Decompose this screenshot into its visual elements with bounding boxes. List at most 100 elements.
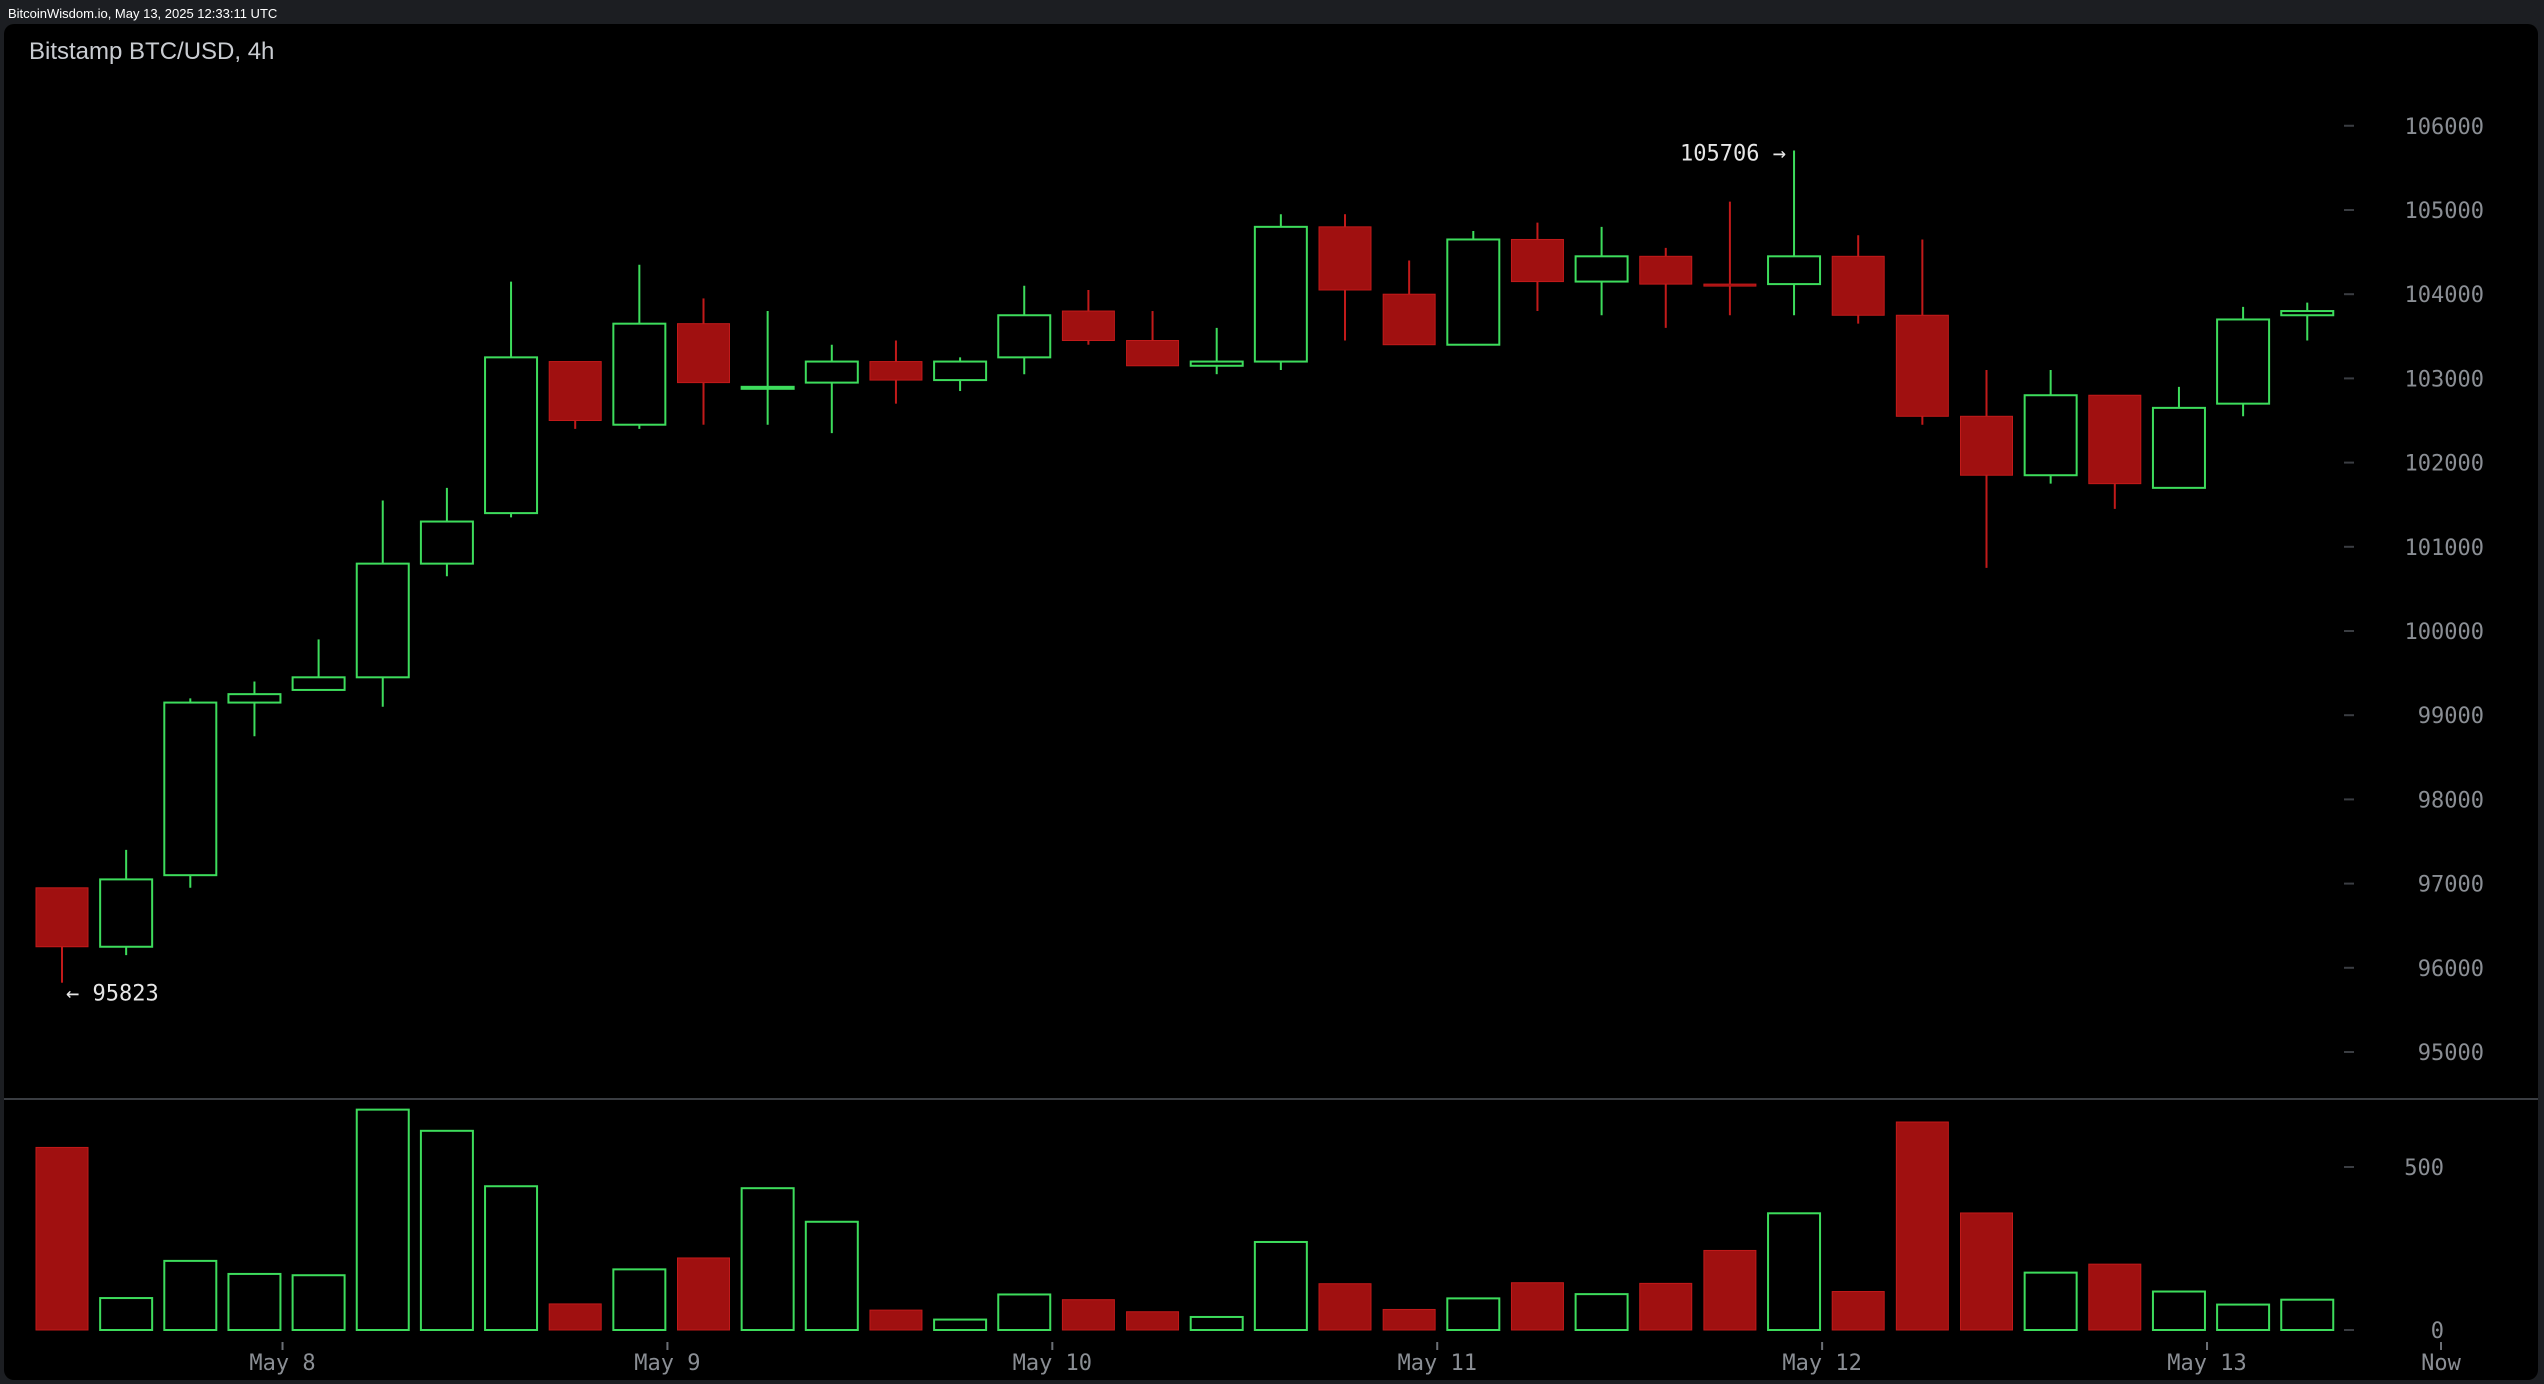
candle-body-down: [548, 361, 602, 421]
volume-bar-down: [1126, 1311, 1180, 1331]
screenshot-header: BitcoinWisdom.io, May 13, 2025 12:33:11 …: [0, 0, 2544, 24]
volume-bar-up: [163, 1259, 218, 1331]
candle-body-up: [1189, 360, 1244, 367]
volume-bar-up: [1189, 1315, 1244, 1331]
price-tick-label: 95000: [2418, 1041, 2484, 1066]
chart-title: Bitstamp BTC/USD, 4h: [29, 38, 275, 65]
price-tick-label: 102000: [2405, 452, 2484, 477]
candle-body-down: [1061, 310, 1115, 342]
price-tick-label: 97000: [2418, 873, 2484, 898]
candle-body-down: [1510, 238, 1564, 283]
time-tick-label: May 11: [1397, 1351, 1476, 1376]
candlestick-chart: 95000 96000 97000 98000 99000 100000 101000 102…: [4, 115, 2538, 1376]
volume-bar-up: [2023, 1271, 2078, 1332]
candle-body-up: [997, 314, 1052, 359]
price-tick-label: 103000: [2405, 367, 2484, 392]
candle-body-down: [1960, 415, 2013, 476]
volume-bar-up: [933, 1318, 988, 1331]
candle-body-down: [869, 361, 923, 381]
volume-bar-down: [1895, 1121, 1949, 1331]
time-tick-label: May 12: [1782, 1351, 1861, 1376]
price-axis: 95000 96000 97000 98000 99000 100000 101000 102…: [2344, 115, 2484, 1066]
candle-body-up: [2280, 310, 2335, 317]
candle-body-down: [677, 323, 730, 384]
volume-tick-label: 0: [2431, 1319, 2444, 1344]
candle-body-down: [35, 887, 89, 948]
volume-bar-down: [677, 1257, 730, 1331]
chart-panel: 95000 96000 97000 98000 99000 100000 101000 102…: [4, 24, 2538, 1380]
time-tick-label: May 9: [634, 1351, 700, 1376]
candle-body-down: [1382, 293, 1436, 346]
candle-body-up: [2023, 394, 2078, 477]
low-price-label: ← 95823: [66, 982, 159, 1007]
candle-body-down: [1703, 283, 1757, 287]
volume-tick-label: 500: [2404, 1156, 2444, 1181]
price-tick-label: 98000: [2418, 788, 2484, 813]
volume-bar-up: [1446, 1297, 1501, 1332]
time-axis: May 8 May 9 May 10 May 11 May 12 May 13 Now: [249, 1342, 2462, 1376]
candle-body-up: [2151, 406, 2206, 489]
volume-bar-down: [35, 1146, 89, 1331]
candle-body-up: [484, 356, 539, 515]
candle-body-up: [355, 562, 410, 679]
volume-bar-down: [1510, 1282, 1564, 1331]
time-tick-label: May 13: [2167, 1351, 2246, 1376]
price-tick-label: 105000: [2405, 199, 2484, 224]
price-tick-label: 101000: [2405, 536, 2484, 561]
candle-body-down: [1318, 226, 1372, 291]
candle-body-down: [1895, 314, 1949, 417]
volume-bar-down: [1061, 1299, 1115, 1331]
candle-body-up: [612, 322, 667, 426]
candle-body-down: [1126, 340, 1180, 367]
candle-body-up: [291, 676, 346, 691]
volume-bar-up: [2151, 1290, 2206, 1331]
volume-bar-up: [1767, 1212, 1822, 1331]
volume-axis: 0 500: [2344, 1156, 2444, 1344]
volume-bar-up: [99, 1297, 154, 1332]
time-tick-label: May 10: [1013, 1351, 1092, 1376]
volume-bar-up: [740, 1187, 795, 1331]
volume-bar-down: [1703, 1249, 1757, 1331]
volume-bar-up: [804, 1220, 859, 1331]
volume-bars: [35, 1108, 2335, 1332]
candle-body-up: [1446, 238, 1501, 346]
price-annotations: 105706 → ← 95823: [66, 142, 1786, 1007]
price-tick-label: 99000: [2418, 704, 2484, 729]
candle-body-up: [419, 520, 474, 565]
volume-bar-up: [484, 1185, 539, 1332]
candle-body-down: [2088, 394, 2142, 485]
price-tick-label: 104000: [2405, 283, 2484, 308]
candle-body-up: [227, 693, 282, 704]
volume-bar-up: [227, 1272, 282, 1331]
volume-bar-down: [1831, 1291, 1885, 1331]
candle-body-up: [804, 360, 859, 384]
volume-bar-down: [1382, 1308, 1436, 1331]
volume-bar-up: [355, 1108, 410, 1332]
volume-bar-up: [1253, 1240, 1308, 1331]
volume-bar-up: [1574, 1293, 1629, 1332]
volume-bar-down: [1318, 1283, 1372, 1331]
volume-bar-up: [2280, 1298, 2335, 1332]
candle-body-down: [1639, 255, 1693, 285]
volume-bar-down: [1639, 1282, 1693, 1331]
screenshot-timestamp: BitcoinWisdom.io, May 13, 2025 12:33:11 …: [8, 6, 278, 21]
candle-body-up: [99, 878, 154, 948]
price-candles: [35, 150, 2335, 983]
candle-body-up: [163, 701, 218, 877]
volume-bar-down: [548, 1303, 602, 1331]
candle-body-up: [933, 360, 988, 382]
volume-bar-up: [291, 1274, 346, 1332]
candle-body-up: [740, 385, 795, 390]
high-price-label: 105706 →: [1680, 142, 1786, 167]
volume-bar-up: [419, 1129, 474, 1331]
volume-bar-down: [1960, 1212, 2013, 1331]
volume-bar-down: [869, 1309, 923, 1331]
candle-body-up: [1574, 255, 1629, 283]
volume-bar-up: [612, 1268, 667, 1332]
price-tick-label: 100000: [2405, 620, 2484, 645]
candle-body-up: [2216, 318, 2271, 405]
candle-body-down: [1831, 255, 1885, 316]
price-tick-label: 106000: [2405, 115, 2484, 140]
volume-bar-down: [2088, 1263, 2142, 1331]
time-tick-label: May 8: [249, 1351, 315, 1376]
